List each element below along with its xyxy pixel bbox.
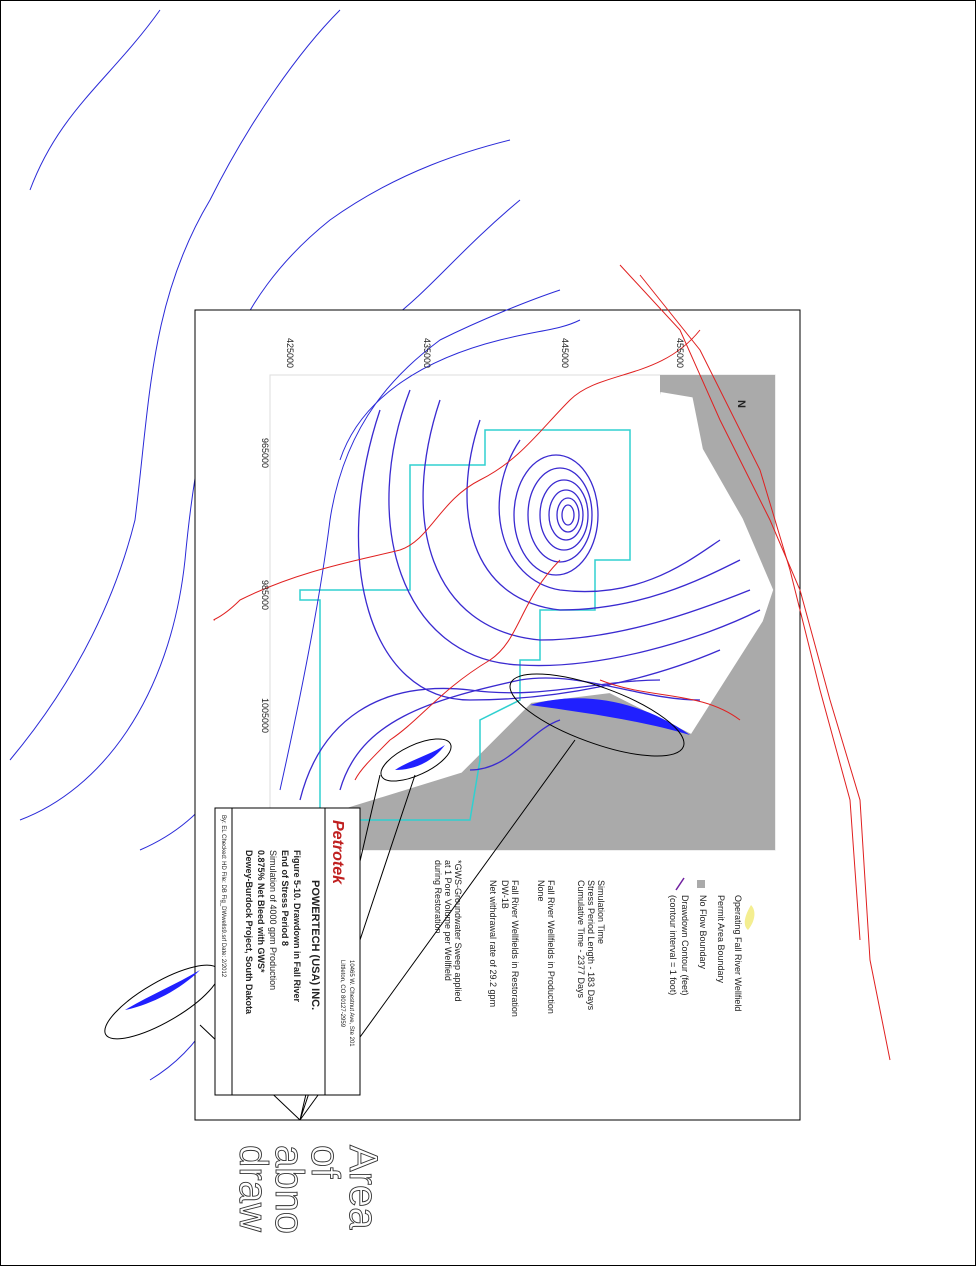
y-axis-label: 985000 — [260, 580, 270, 610]
red-lines — [213, 264, 891, 1061]
annotation: abno — [267, 1145, 311, 1234]
north-arrow: N — [735, 400, 747, 408]
address: Littleton, CO 80127-2959 — [339, 960, 345, 1028]
note: Fall River Wellfields in Restoration — [510, 880, 520, 1017]
x-axis-label: 445000 — [560, 338, 570, 368]
legend-noflow-swatch — [697, 880, 705, 888]
permit-boundary — [299, 429, 631, 821]
legend-contour-swatch — [675, 877, 685, 891]
note: Net withdrawal rate of 29.2 gpm — [488, 880, 498, 1007]
regional-contours — [279, 289, 581, 791]
figure-title: Simulation of 4000 gpm Production — [268, 850, 278, 990]
legend-entry: Permit Area Boundary — [716, 895, 726, 984]
y-axis-label: 1005000 — [260, 698, 270, 733]
address: 10465 W. Chestnut Ave, Ste 201 — [348, 960, 354, 1047]
logo: Petrotek — [329, 820, 346, 885]
legend-entry: No Flow Boundary — [698, 895, 708, 970]
legend-wellfield-swatch — [744, 905, 755, 930]
title-footer: By: EL Checked: HD File: DB Fig_DWwells9… — [220, 815, 226, 978]
annotation: draw — [231, 1145, 275, 1232]
figure-title: 0.875% Net Bleed with GWS* — [256, 850, 266, 973]
figure-title: End of Stress Period 8 — [280, 850, 290, 946]
y-axis-label: 965000 — [260, 438, 270, 468]
x-axis-label: 455000 — [675, 338, 685, 368]
no-flow-boundary — [310, 375, 775, 850]
x-axis-label: 425000 — [285, 338, 295, 368]
legend-entry: (contour interval = 1 foot) — [668, 895, 678, 995]
annotation: Area — [341, 1145, 385, 1230]
drawdown-contours — [299, 389, 761, 801]
x-axis-label: 435000 — [422, 338, 432, 368]
note: Cumulative Time - 2377 Days — [576, 880, 586, 999]
note: at 1 Pore Volume per Wellfield — [443, 860, 453, 981]
annotation: of — [303, 1145, 347, 1179]
company: POWERTECH (USA) INC. — [309, 880, 321, 1010]
note: Stress Period Length - 183 Days — [586, 880, 596, 1011]
model-edge — [307, 392, 774, 852]
note: *GWS-Groundwater Sweep applied — [453, 860, 463, 1002]
figure-title: Figure 5-10. Drawdown in Fall River — [292, 850, 302, 1003]
note: during Restoration — [433, 860, 443, 934]
wellfield-marks — [125, 698, 690, 1010]
note: Simulation Time — [596, 880, 606, 944]
figure-title: Dewey-Burdock Project, South Dakota — [244, 850, 254, 1015]
note: None — [536, 880, 546, 902]
note: Fall River Wellfields in Production — [546, 880, 556, 1014]
legend-entry: Operating Fall River Wellfield — [733, 895, 743, 1011]
note: DW-1B — [500, 880, 510, 909]
legend-entry: Drawdown Contour (feet) — [680, 895, 690, 996]
title-block — [214, 807, 361, 1096]
